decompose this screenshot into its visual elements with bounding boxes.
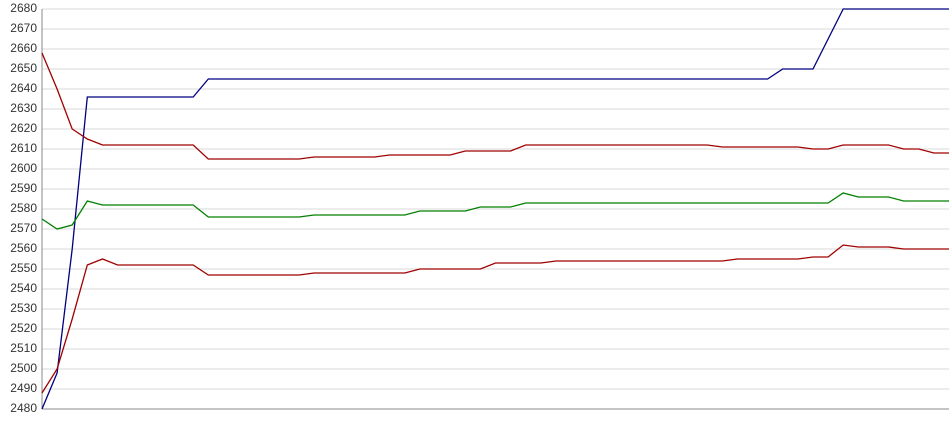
y-tick-label: 2540 — [10, 281, 37, 295]
y-tick-label: 2490 — [10, 381, 37, 395]
y-tick-label: 2480 — [10, 401, 37, 415]
y-tick-label: 2680 — [10, 1, 37, 15]
series-line — [41, 52, 949, 160]
y-tick-label: 2650 — [10, 61, 37, 75]
y-tick-label: 2510 — [10, 341, 37, 355]
y-tick-label: 2580 — [10, 201, 37, 215]
y-tick-label: 2600 — [10, 161, 37, 175]
y-tick-label: 2550 — [10, 261, 37, 275]
y-tick-label: 2670 — [10, 21, 37, 35]
y-tick-label: 2630 — [10, 101, 37, 115]
series-line — [41, 8, 949, 410]
y-tick-label: 2640 — [10, 81, 37, 95]
y-tick-label: 2520 — [10, 321, 37, 335]
y-tick-label: 2620 — [10, 121, 37, 135]
series-line — [41, 192, 949, 230]
series-line — [41, 244, 949, 394]
y-tick-label: 2610 — [10, 141, 37, 155]
y-tick-label: 2660 — [10, 41, 37, 55]
y-tick-label: 2590 — [10, 181, 37, 195]
y-tick-label: 2500 — [10, 361, 37, 375]
y-tick-label: 2570 — [10, 221, 37, 235]
y-tick-label: 2560 — [10, 241, 37, 255]
y-tick-label: 2530 — [10, 301, 37, 315]
